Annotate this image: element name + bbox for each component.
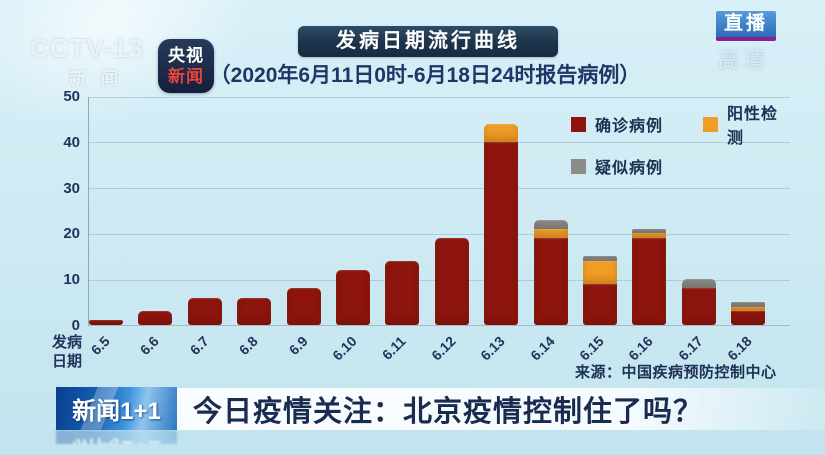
bar-6.8-confirmed: [237, 297, 272, 325]
y-axis-tick-label-40: 40: [63, 133, 80, 151]
x-axis-title: 发病 日期: [52, 333, 82, 371]
bar-6.5-confirmed: [89, 320, 123, 325]
y-axis-tick-label-0: 0: [71, 317, 80, 334]
bar-6.18-positive: [731, 306, 766, 312]
x-axis-label-6.13: 6.13: [477, 332, 508, 364]
x-axis-line: [88, 325, 790, 326]
live-badge: 直播: [716, 11, 776, 41]
bar-6.17-suspected: [681, 279, 716, 289]
x-axis-label-6.6: 6.6: [137, 332, 163, 358]
bar-6.11-confirmed: [385, 260, 420, 325]
x-axis-label-6.11: 6.11: [379, 332, 410, 363]
chart-subtitle: （2020年6月11日0时-6月18日24时报告病例）: [209, 64, 641, 87]
x-axis-label-6.10: 6.10: [329, 332, 360, 364]
gridline-50: [89, 96, 790, 98]
cctv-news-logo-line2: 新闻: [168, 67, 204, 86]
gridline-20: [89, 233, 790, 235]
bar-6.16-confirmed: [632, 237, 667, 325]
x-axis-title-line2: 日期: [52, 353, 83, 370]
gridline-30: [89, 188, 790, 190]
legend-swatch-confirmed: [571, 116, 586, 132]
bar-6.18-suspected: [731, 302, 766, 307]
news-1plus1-logo: 新闻1+1: [56, 387, 177, 430]
bar-6.12-confirmed: [434, 237, 469, 325]
cctv13-watermark-channel: CCTV-13: [30, 33, 144, 63]
cctv-news-logo-line1: 央视: [168, 46, 204, 65]
x-axis-label-6.8: 6.8: [235, 332, 261, 358]
cctv-news-logo-badge: 央视 新闻: [158, 39, 214, 93]
x-axis-label-6.7: 6.7: [186, 332, 212, 358]
bar-6.18-confirmed: [731, 311, 766, 325]
x-axis-label-6.14: 6.14: [526, 332, 558, 364]
cctv13-watermark: CCTV-13 新闻: [30, 33, 144, 89]
y-axis-tick-label-10: 10: [63, 271, 80, 289]
bar-6.10-confirmed: [336, 270, 370, 325]
source-attribution: 来源：中国疾病预防控制中心: [575, 364, 777, 381]
chart-title-banner: 发病日期流行曲线: [298, 26, 558, 57]
legend-label-confirmed: 确诊病例: [595, 118, 664, 135]
news-1plus1-logo-reflection: 新闻1+1: [56, 430, 177, 444]
bar-6.14-confirmed: [533, 237, 568, 325]
bar-6.9-confirmed: [286, 288, 321, 325]
legend-label-positive: 阳性检测: [727, 106, 779, 147]
x-axis-title-line1: 发病: [52, 334, 83, 351]
chart-legend: 确诊病例 阳性检测疑似病例: [571, 100, 790, 178]
cctv13-watermark-sub: 新闻: [69, 69, 133, 88]
y-axis-tick-label-30: 30: [63, 179, 80, 197]
news-1plus1-logo-text: 新闻1+1: [72, 398, 161, 425]
y-axis-tick-label-20: 20: [63, 225, 80, 243]
epidemic-curve-chart: 0 10 20 30 40 50 6.5 6.6 6.7 6.8 6.9 6.10 6.11 6.12 6.…: [63, 88, 790, 363]
bar-6.14-suspected: [533, 219, 568, 229]
bar-6.15-confirmed: [583, 283, 617, 325]
bar-6.15-suspected: [583, 256, 617, 261]
headline-text: 今日疫情关注：北京疫情控制住了吗？: [193, 396, 704, 428]
bar-6.13-confirmed: [484, 141, 519, 325]
legend-item-positive: 阳性检测: [703, 100, 790, 148]
headline-strip: 今日疫情关注：北京疫情控制住了吗？: [177, 388, 825, 430]
y-axis-line: [88, 97, 89, 326]
y-axis-tick-label-50: 50: [63, 88, 80, 105]
bar-6.15-positive: [583, 260, 617, 284]
legend-item-confirmed: 确诊病例: [571, 100, 703, 148]
legend-label-suspected: 疑似病例: [595, 160, 664, 177]
gridline-40: [89, 142, 790, 144]
bar-6.16-suspected: [632, 228, 667, 234]
bar-6.13-positive: [484, 123, 519, 142]
bar-6.14-positive: [533, 228, 568, 238]
legend-swatch-suspected: [571, 158, 586, 174]
bar-6.17-confirmed: [681, 288, 716, 325]
bar-6.7-confirmed: [187, 297, 222, 325]
legend-item-suspected: 疑似病例: [571, 154, 703, 178]
bar-6.6-confirmed: [138, 311, 173, 325]
hd-watermark: 高清: [718, 49, 770, 72]
bar-6.16-positive: [632, 233, 667, 238]
x-axis-label-6.9: 6.9: [285, 332, 311, 358]
legend-swatch-positive: [703, 116, 718, 132]
x-axis-label-6.12: 6.12: [428, 332, 459, 364]
